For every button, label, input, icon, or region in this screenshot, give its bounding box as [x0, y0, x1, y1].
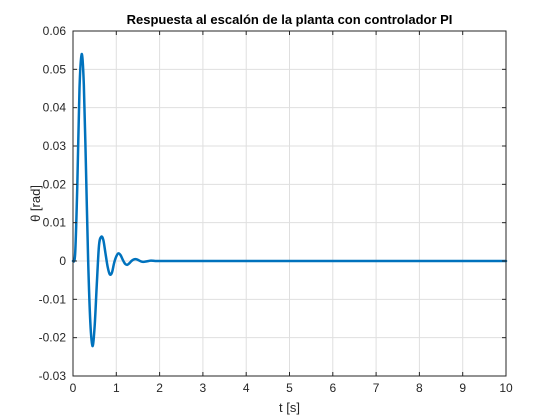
x-tick-label: 4 [243, 381, 250, 395]
x-tick-label: 6 [329, 381, 336, 395]
x-tick-label: 3 [200, 381, 207, 395]
x-tick-label: 10 [499, 381, 513, 395]
y-tick-label: -0.03 [39, 369, 67, 383]
x-axis-label: t [s] [279, 400, 300, 415]
series-line [71, 52, 508, 348]
x-tick-labels: 0 1 2 3 4 5 6 7 8 9 10 [70, 381, 513, 395]
y-tick-label: 0.02 [43, 177, 67, 191]
y-tick-label: -0.01 [39, 292, 67, 306]
y-tick-label: 0.06 [43, 24, 67, 38]
chart-title: Respuesta al escalón de la planta con co… [127, 12, 453, 27]
y-tick-label: 0 [59, 254, 66, 268]
x-tick-label: 5 [286, 381, 293, 395]
y-axis-label: θ [rad] [28, 185, 43, 222]
x-tick-label: 0 [70, 381, 77, 395]
x-tick-label: 9 [459, 381, 466, 395]
y-tick-label: 0.01 [43, 216, 67, 230]
x-tick-label: 1 [113, 381, 120, 395]
y-tick-label: 0.05 [43, 62, 67, 76]
y-tick-label: 0.03 [43, 139, 67, 153]
y-tick-label: 0.04 [43, 101, 67, 115]
tick-marks [72, 30, 507, 377]
series-layer [71, 52, 508, 348]
y-tick-label: -0.02 [39, 331, 67, 345]
x-tick-label: 2 [156, 381, 163, 395]
x-tick-label: 7 [373, 381, 380, 395]
x-tick-label: 8 [416, 381, 423, 395]
y-tick-labels: -0.03 -0.02 -0.01 0 0.01 0.02 0.03 0.04 0.05 0.06 [39, 24, 67, 383]
